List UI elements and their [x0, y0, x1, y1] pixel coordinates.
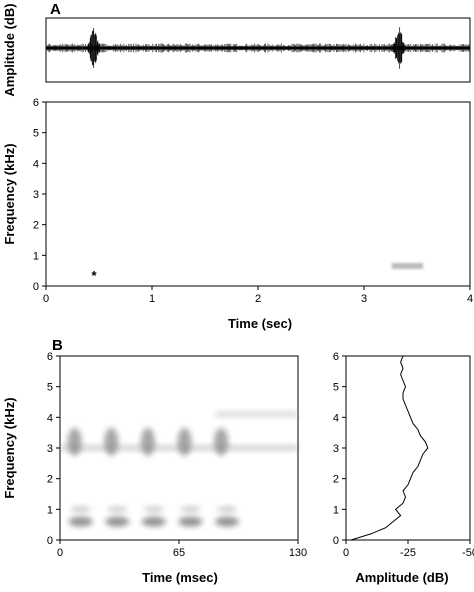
y-tick-label: 6	[47, 351, 53, 363]
spectrogram-a-chart: * 0 1 2 3 4 0 1 2 3 4 5 6 Time (sec) Frequency (kHz…	[2, 97, 473, 331]
pulse-upper-band	[214, 427, 229, 456]
y-tick-label: 0	[47, 535, 53, 547]
waveform-ylabel: Amplitude (dB)	[2, 3, 17, 96]
x-tick-label: -50	[462, 547, 474, 559]
amplitude-spectrum-ticks: 0 -25 -50 0 1 2 3 4 5 6	[333, 351, 474, 559]
x-tick-label: 0	[343, 547, 349, 559]
waveform-bursts	[45, 27, 470, 69]
panel-b-label: B	[52, 337, 63, 354]
y-tick-label: 1	[47, 504, 53, 516]
x-tick-label: 1	[149, 293, 155, 305]
panel-a-label: A	[50, 1, 61, 18]
spectrogram-b-pulses	[60, 411, 298, 527]
waveform-chart: Amplitude (dB)	[2, 3, 471, 97]
pulse-mid-band	[143, 506, 164, 513]
pulse-upper-band	[104, 427, 119, 456]
x-tick-label: 0	[57, 547, 63, 559]
pulse-upper-band	[140, 427, 155, 456]
y-tick-label: 6	[33, 97, 39, 109]
pulse-mid-band	[217, 506, 238, 513]
y-tick-label: 0	[333, 535, 339, 547]
star-marker: *	[91, 268, 97, 283]
y-tick-label: 0	[33, 281, 39, 293]
band-3khz	[60, 444, 298, 451]
y-tick-label: 4	[47, 412, 53, 424]
x-tick-label: 3	[361, 293, 367, 305]
pulse-lower-band	[178, 516, 203, 527]
y-tick-label: 6	[333, 351, 339, 363]
pulse-lower-band	[68, 516, 93, 527]
amplitude-spectrum-xlabel: Amplitude (dB)	[355, 570, 448, 585]
pulse-upper-band	[67, 427, 82, 456]
band-4khz	[215, 411, 298, 418]
y-tick-label: 4	[33, 158, 39, 170]
x-tick-label: 0	[43, 293, 49, 305]
pulse-mid-band	[107, 506, 128, 513]
y-tick-label: 1	[33, 250, 39, 262]
pulse-mid-band	[70, 506, 91, 513]
y-tick-label: 3	[33, 189, 39, 201]
y-tick-label: 5	[333, 382, 339, 394]
pulse-lower-band	[105, 516, 130, 527]
y-tick-label: 2	[33, 220, 39, 232]
y-tick-label: 2	[47, 474, 53, 486]
pulse-mid-band	[180, 506, 201, 513]
spectrogram-a-ylabel: Frequency (kHz)	[2, 143, 17, 244]
call-base-band	[391, 263, 423, 269]
x-tick-label: 130	[289, 547, 307, 559]
y-tick-label: 3	[47, 443, 53, 455]
pulse-lower-band	[141, 516, 166, 527]
x-tick-label: 2	[255, 293, 261, 305]
y-tick-label: 4	[333, 412, 339, 424]
y-tick-label: 3	[333, 443, 339, 455]
x-tick-label: 65	[173, 547, 185, 559]
spectrogram-b-ticks: 0 65 130 0 1 2 3 4 5 6	[47, 351, 307, 559]
spectrogram-b-ylabel: Frequency (kHz)	[2, 397, 17, 498]
spectrogram-b-xlabel: Time (msec)	[142, 570, 218, 585]
amplitude-spectrum-line	[350, 355, 429, 541]
y-tick-label: 1	[333, 504, 339, 516]
pulse-lower-band	[215, 516, 240, 527]
x-tick-label: -25	[400, 547, 416, 559]
y-tick-label: 5	[33, 128, 39, 140]
spectrogram-a-calls	[88, 142, 423, 271]
amplitude-spectrum-frame	[345, 355, 471, 541]
spectrogram-b-chart: 0 65 130 0 1 2 3 4 5 6 Time (msec) Frequency (kHz…	[2, 351, 307, 585]
amplitude-spectrum-chart: 0 -25 -50 0 1 2 3 4 5 6 Amplitude (dB)	[333, 351, 474, 585]
spectrogram-a-xlabel: Time (sec)	[228, 316, 292, 331]
spectrogram-a-ticks: 0 1 2 3 4 0 1 2 3 4 5 6	[33, 97, 473, 305]
y-tick-label: 2	[333, 474, 339, 486]
y-tick-label: 5	[47, 382, 53, 394]
x-tick-label: 4	[467, 293, 473, 305]
pulse-upper-band	[177, 427, 192, 456]
